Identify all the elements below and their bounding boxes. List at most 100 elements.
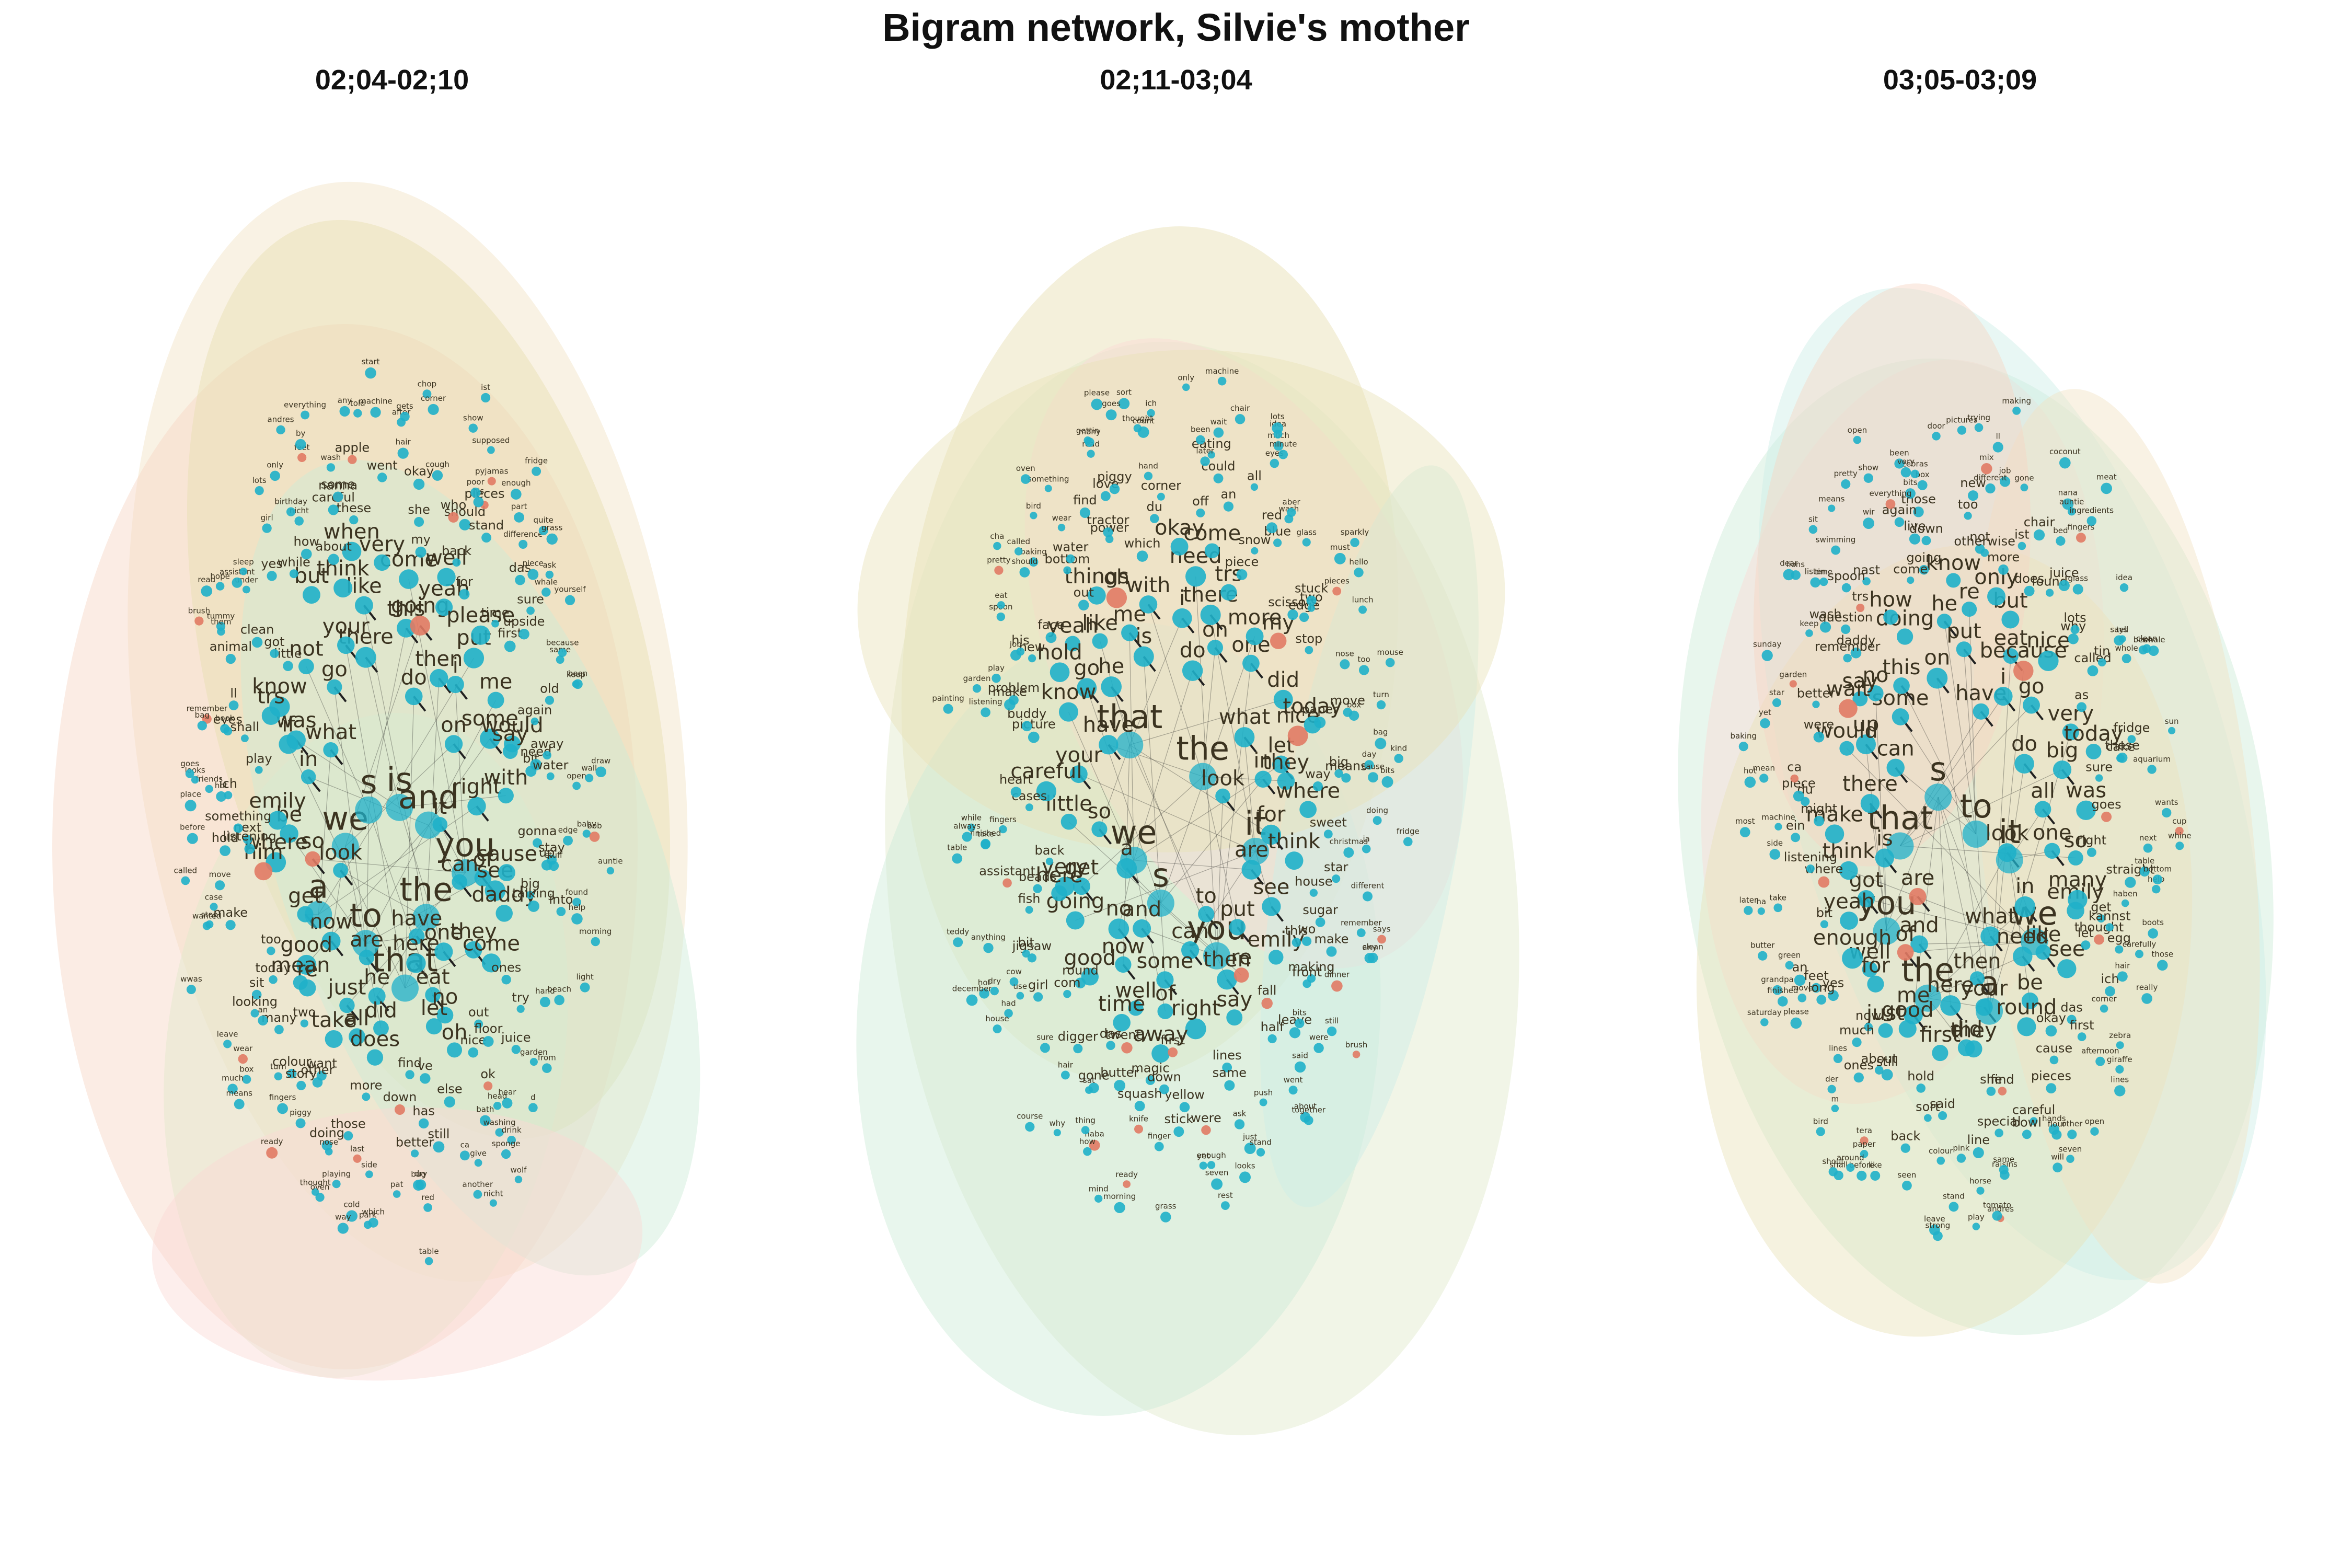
word-label: put	[1946, 619, 1981, 643]
word-label: of	[1155, 982, 1175, 1006]
word-label: wall	[581, 764, 597, 773]
word-node	[1261, 824, 1282, 845]
word-node	[1833, 1054, 1843, 1064]
word-node	[1910, 935, 1928, 953]
word-node	[1897, 944, 1914, 961]
word-node	[1874, 1066, 1884, 1075]
word-label: around	[1837, 1153, 1864, 1162]
word-node	[1133, 919, 1151, 938]
word-node	[1841, 583, 1851, 593]
word-label: story	[285, 1066, 317, 1081]
word-node	[1010, 787, 1022, 798]
word-node	[1785, 961, 1794, 970]
word-label: stuck	[1295, 581, 1328, 595]
word-label: ca	[1787, 760, 1802, 775]
word-node	[1327, 1026, 1337, 1036]
word-label: pieces	[2031, 1068, 2071, 1083]
word-label: looking	[232, 995, 278, 1009]
word-node	[1147, 409, 1155, 417]
word-node	[1341, 773, 1351, 783]
word-label: these	[336, 501, 371, 515]
word-node	[2116, 1041, 2124, 1050]
word-node	[2115, 1065, 2124, 1074]
word-label: mind	[1089, 1184, 1109, 1194]
word-label: shall	[1829, 1160, 1848, 1170]
word-label: very	[359, 533, 405, 557]
word-node	[2033, 529, 2045, 541]
word-node	[1827, 1085, 1836, 1093]
word-label: last	[350, 1144, 364, 1154]
word-label: idea	[2116, 573, 2132, 582]
word-node	[1919, 565, 1929, 575]
word-node	[332, 1180, 341, 1189]
word-label: girl	[261, 513, 273, 522]
word-label: s	[1930, 750, 1946, 788]
word-node	[437, 568, 456, 586]
word-node	[1886, 758, 1905, 777]
word-node	[1302, 979, 1311, 988]
word-label: egg	[2107, 930, 2131, 945]
word-label: do	[1180, 638, 1206, 662]
word-label: machine	[1761, 813, 1795, 822]
word-label: going	[1906, 550, 1941, 565]
word-label: same	[1993, 1155, 2014, 1164]
word-node	[967, 823, 976, 832]
word-label: can	[441, 852, 478, 877]
word-label: difference	[503, 529, 543, 539]
word-node	[1831, 545, 1841, 555]
word-label: does	[350, 1028, 400, 1052]
word-node	[481, 393, 491, 403]
word-label: any	[338, 396, 352, 405]
word-label: big	[2046, 739, 2079, 763]
word-label: making	[1288, 960, 1334, 974]
word-label: thought	[1122, 414, 1153, 423]
word-node	[498, 864, 515, 882]
word-node	[1121, 1042, 1133, 1054]
word-node	[1927, 667, 1948, 689]
word-label: bed	[2053, 526, 2068, 535]
word-node	[1883, 609, 1898, 625]
word-label: gone	[2014, 473, 2034, 482]
word-label: means	[1818, 494, 1845, 503]
word-label: job	[1009, 639, 1022, 649]
word-node	[1060, 1070, 1070, 1080]
word-label: du	[1147, 499, 1162, 514]
word-label: will	[2051, 1152, 2064, 1161]
word-label: play	[988, 663, 1005, 673]
word-label: glass	[1296, 527, 1317, 537]
word-label: oven	[310, 1182, 330, 1192]
word-label: morning	[579, 927, 612, 936]
word-node	[444, 1096, 456, 1108]
word-label: whale	[535, 577, 558, 586]
word-label: for	[1256, 803, 1286, 827]
word-node	[1315, 917, 1325, 927]
word-node	[467, 797, 486, 816]
word-node	[1092, 633, 1108, 649]
word-label: cause	[476, 842, 537, 866]
word-label: ve	[418, 1058, 433, 1073]
word-node	[511, 1045, 521, 1054]
word-node	[479, 728, 500, 749]
bigram-edge	[1133, 670, 1193, 861]
word-label: for	[1861, 954, 1890, 978]
word-node	[1033, 884, 1042, 893]
word-label: enough	[501, 478, 531, 488]
word-label: by	[296, 429, 306, 438]
word-node	[1273, 689, 1293, 709]
word-label: wolf	[511, 1165, 527, 1174]
word-node	[1772, 698, 1781, 707]
word-node	[1079, 507, 1090, 518]
word-label: remember	[187, 704, 228, 713]
word-node	[2068, 890, 2088, 910]
word-node	[301, 548, 312, 560]
word-node	[1994, 1128, 2003, 1137]
word-label: on	[441, 713, 467, 737]
word-node	[1980, 548, 1989, 557]
word-label: back	[1034, 843, 1064, 858]
word-node	[1270, 632, 1287, 649]
word-label: hear	[498, 1088, 516, 1097]
word-label: please	[1783, 1007, 1809, 1017]
word-node	[563, 835, 573, 846]
